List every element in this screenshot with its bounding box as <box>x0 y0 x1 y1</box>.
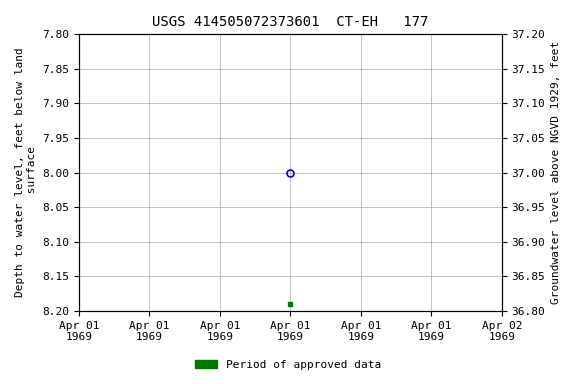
Y-axis label: Groundwater level above NGVD 1929, feet: Groundwater level above NGVD 1929, feet <box>551 41 561 304</box>
Legend: Period of approved data: Period of approved data <box>191 356 385 375</box>
Title: USGS 414505072373601  CT-EH   177: USGS 414505072373601 CT-EH 177 <box>152 15 429 29</box>
Y-axis label: Depth to water level, feet below land
 surface: Depth to water level, feet below land su… <box>15 48 37 298</box>
